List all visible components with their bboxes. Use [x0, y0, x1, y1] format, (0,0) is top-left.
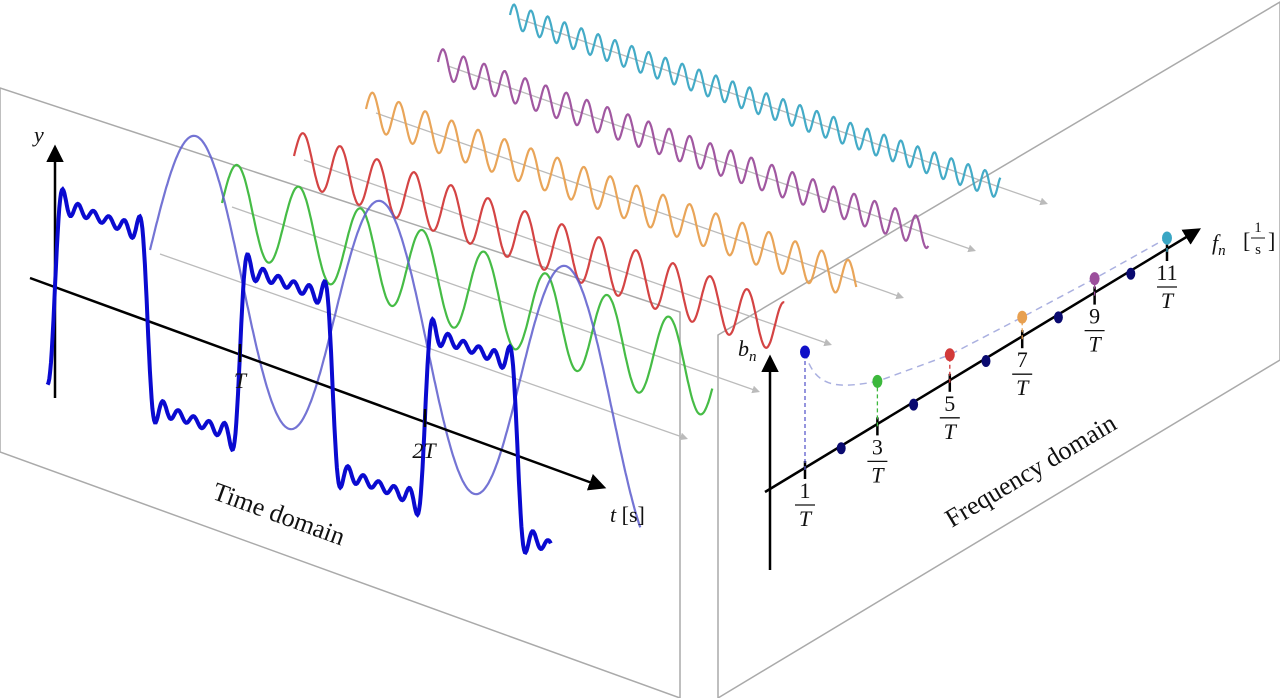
frequency-caption: Frequency domain [940, 408, 1121, 533]
zero-dot [909, 398, 919, 411]
tick-denominator: T [1161, 288, 1175, 313]
harmonic-axis [375, 112, 904, 300]
coefficient-dot [1017, 310, 1028, 324]
zero-dot [981, 355, 991, 367]
f-label: fn [1212, 230, 1226, 259]
tick-denominator: T [1088, 332, 1102, 357]
f-unit-bracket: ] [1268, 228, 1275, 253]
coefficient-dot [1162, 231, 1172, 245]
coefficient-dot [944, 348, 955, 362]
zero-dot [1126, 267, 1136, 280]
harmonic-wave [436, 48, 930, 250]
f-unit-den: s [1255, 242, 1261, 258]
square-wave [45, 186, 553, 555]
harmonic-wave [364, 91, 858, 294]
harmonic-axis [159, 253, 688, 441]
tick-label: 2T [412, 438, 437, 463]
t-label: t [s] [610, 502, 645, 527]
spectrum: 1 T 3 T 5 T 7 T 9 T 11 T [795, 231, 1178, 531]
envelope [804, 237, 1168, 386]
harmonic-axis [447, 65, 976, 253]
f-unit-bracket: [ [1243, 228, 1250, 253]
tick-numerator: 7 [1017, 347, 1028, 372]
square-wave-path [45, 186, 553, 555]
coefficient-dot [872, 374, 883, 388]
tick-label: T [234, 368, 248, 393]
time-panel [0, 87, 681, 698]
tick-numerator: 11 [1156, 260, 1177, 285]
tick-denominator: T [871, 462, 885, 487]
t-axis [29, 276, 607, 491]
harmonic-wave [292, 132, 785, 349]
coefficient-dot [1089, 272, 1100, 286]
tick-numerator: 9 [1089, 304, 1100, 329]
tick-numerator: 1 [800, 478, 811, 503]
harmonic-wave [220, 163, 714, 416]
y-label: y [32, 122, 44, 147]
tick-denominator: T [944, 419, 958, 444]
frequency-panel [717, 1, 1280, 698]
zero-dot [1053, 311, 1063, 324]
harmonic-axis [519, 18, 1048, 206]
time-caption: Time domain [209, 477, 349, 552]
zero-dot [836, 442, 846, 455]
harmonics [148, 3, 1048, 528]
tick-denominator: T [799, 506, 813, 531]
harmonic-axis [231, 206, 760, 394]
tick-numerator: 5 [944, 391, 955, 416]
tick-denominator: T [1016, 375, 1030, 400]
harmonic-wave [508, 3, 1002, 198]
harmonic-axis [303, 159, 832, 347]
coefficient-dot [800, 345, 810, 359]
b-label: bn [738, 336, 757, 365]
harmonic-wave [148, 134, 642, 528]
tick-numerator: 3 [872, 434, 883, 459]
f-unit-num: 1 [1254, 220, 1262, 236]
